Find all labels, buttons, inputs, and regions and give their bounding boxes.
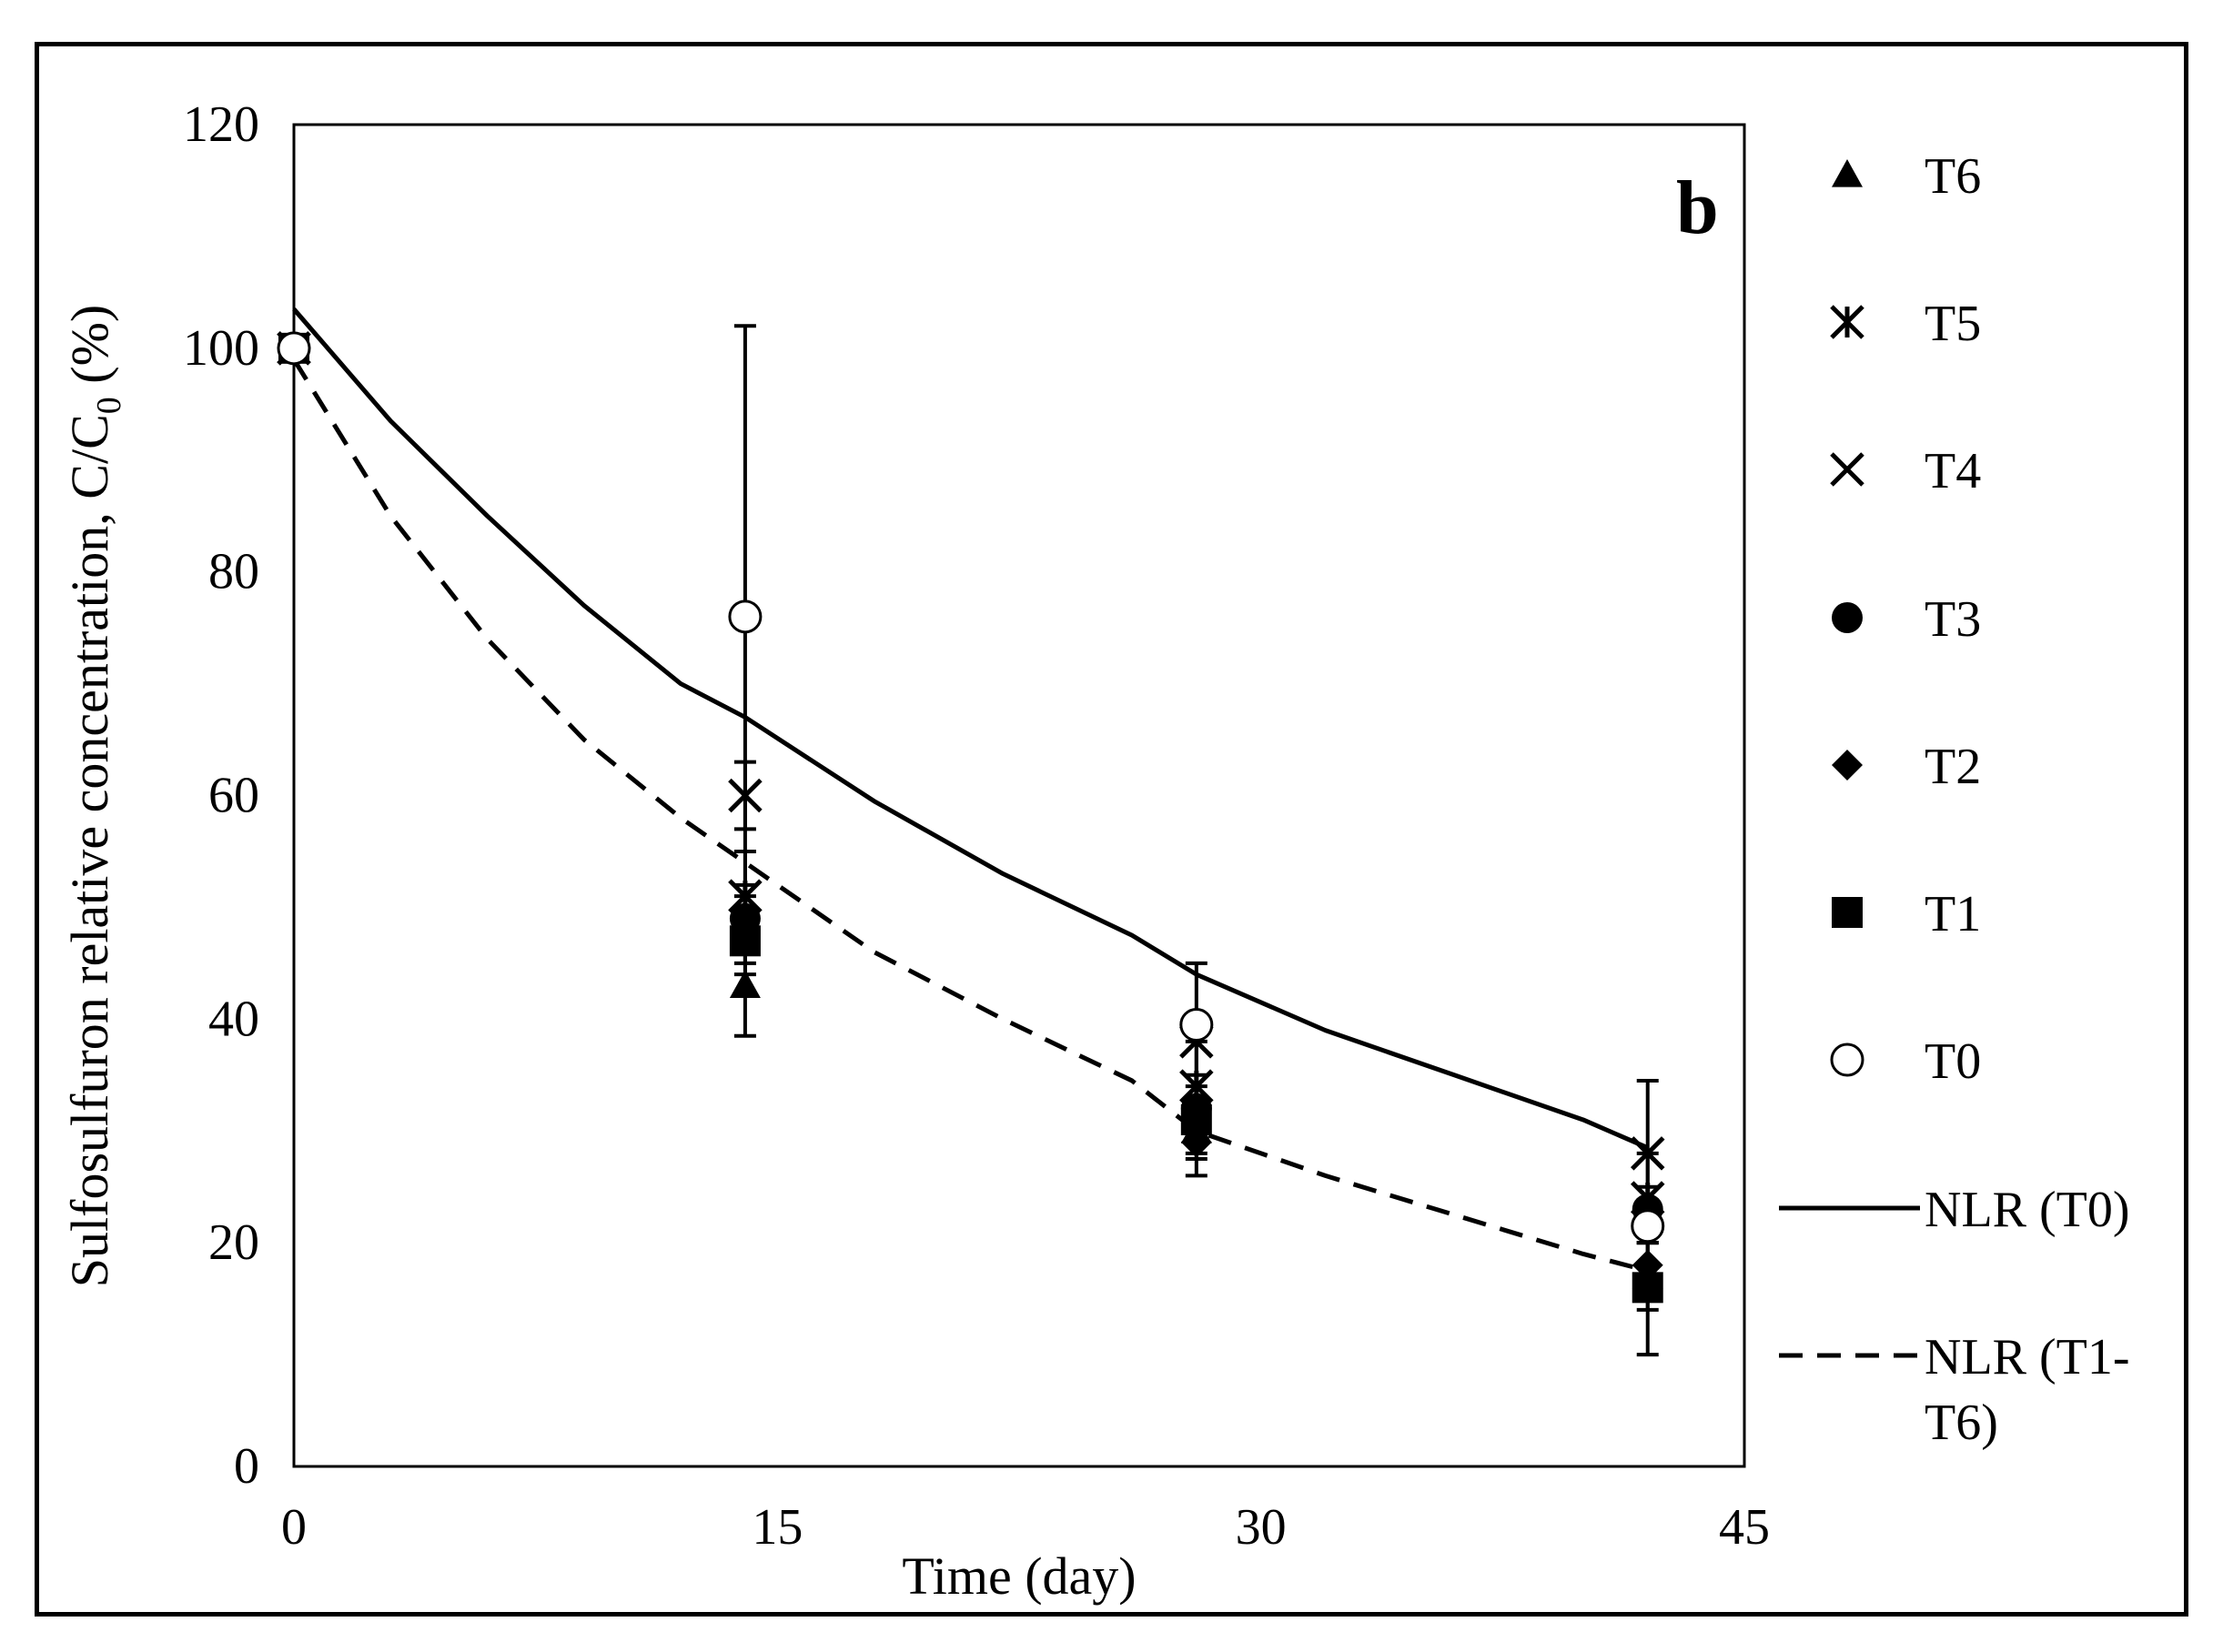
point-t4: [728, 778, 763, 813]
legend-marker-t0: [1830, 1043, 1864, 1077]
x-tick-label: 0: [281, 1499, 307, 1556]
legend-marker-t5: [1830, 305, 1864, 339]
x-axis-label: Time (day): [902, 1546, 1136, 1606]
point-t0: [1179, 1007, 1214, 1042]
y-tick-labels: 0 20 40 60 80 100 120: [183, 96, 259, 1495]
legend-label-nlr-t1-t6: NLR (T1-: [1925, 1329, 2130, 1385]
legend-label-nlr-t0: NLR (T0): [1925, 1182, 2130, 1238]
x-tick-labels: 0 15 30 45: [281, 1499, 1770, 1556]
y-tick-label: 20: [208, 1214, 259, 1271]
y-tick-label: 80: [208, 544, 259, 600]
fit-curve-t0: [292, 307, 1649, 1150]
y-tick-label: 120: [183, 96, 259, 153]
legend-marker-t3: [1832, 602, 1863, 633]
plot-area: [292, 123, 1746, 1468]
fit-curve-t1-t6: [291, 358, 1649, 1274]
figure-frame: [35, 42, 2188, 1617]
fit-curves: [291, 307, 1649, 1274]
panel-label: b: [1676, 166, 1719, 250]
point-t4: [1630, 1136, 1665, 1171]
legend-label-t0: T0: [1925, 1033, 1981, 1090]
legend-label-t2: T2: [1925, 739, 1981, 795]
legend-label-t5: T5: [1925, 296, 1981, 352]
point-t1: [1632, 1272, 1663, 1304]
x-tick-label: 30: [1236, 1499, 1287, 1556]
y-axis-label-sub: 0: [90, 397, 128, 414]
x-tick-label: 15: [752, 1499, 803, 1556]
point-t0: [728, 599, 763, 634]
y-tick-label: 100: [183, 320, 259, 377]
legend-marker-t4: [1830, 452, 1864, 487]
legend: T6 T5 T4 T3 T2 T1 T0 NLR (T0) NLR (T1- T6): [1779, 148, 2130, 1451]
y-axis-label: Sulfosulfuron relative concentration, C/…: [60, 305, 128, 1287]
legend-marker-t1: [1832, 897, 1863, 928]
legend-marker-t6: [1832, 159, 1863, 187]
legend-label-t4: T4: [1925, 443, 1981, 499]
legend-label-nlr-t1-t6-cont: T6): [1925, 1395, 1998, 1451]
legend-label-t1: T1: [1925, 886, 1981, 942]
error-bars: [733, 324, 1659, 1357]
point-t1: [1180, 1103, 1212, 1135]
point-t0: [1631, 1209, 1665, 1244]
y-tick-label: 0: [234, 1438, 259, 1495]
data-points: [277, 331, 1665, 1304]
y-axis-label-end: (%): [60, 305, 119, 397]
y-axis-label-main: Sulfosulfuron relative concentration, C/…: [60, 414, 119, 1287]
x-tick-label: 45: [1719, 1499, 1770, 1556]
y-tick-label: 40: [208, 991, 259, 1047]
y-tick-label: 60: [208, 768, 259, 824]
point-t1: [729, 925, 761, 957]
legend-label-t3: T3: [1925, 591, 1981, 648]
point-t6: [729, 970, 761, 999]
point-t0: [277, 331, 311, 366]
legend-label-t6: T6: [1925, 148, 1981, 205]
legend-marker-t2: [1832, 750, 1863, 781]
